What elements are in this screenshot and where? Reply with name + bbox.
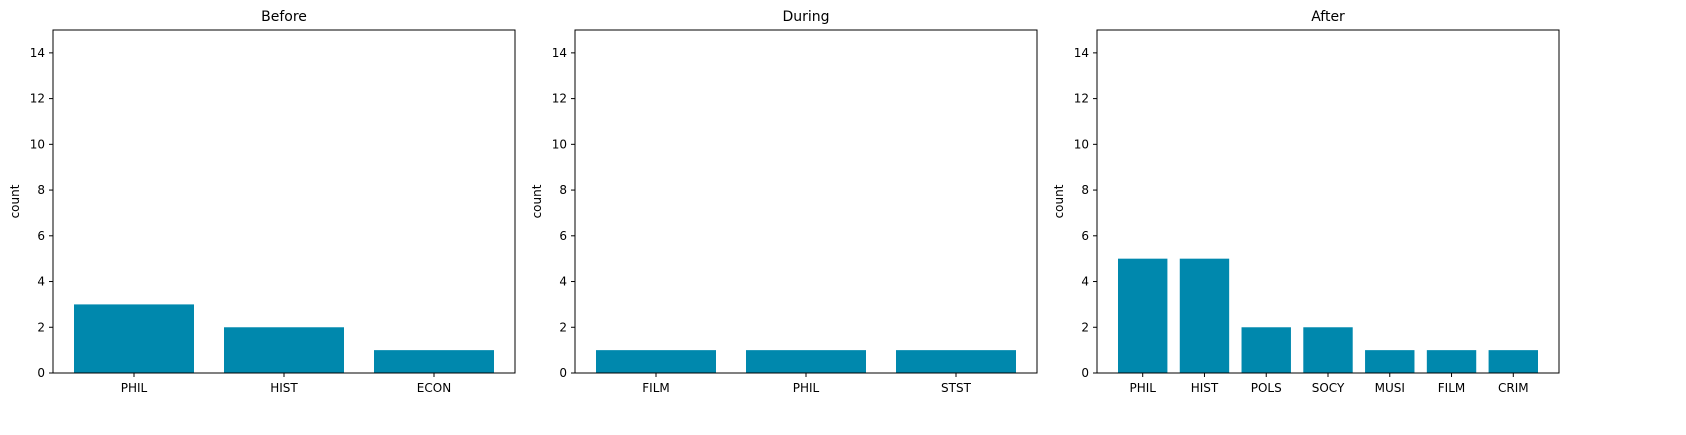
bar-phil <box>746 350 866 373</box>
y-tick-label: 10 <box>1074 137 1089 151</box>
chart-title: After <box>1311 9 1345 25</box>
bar-crim <box>1488 350 1538 373</box>
y-tick-label: 8 <box>37 183 45 197</box>
bar-hist <box>224 327 344 373</box>
y-tick-label: 14 <box>30 46 45 60</box>
bar-hist <box>1179 258 1230 373</box>
y-tick-label: 0 <box>559 366 567 380</box>
bar-film <box>596 350 716 373</box>
bar-film <box>1426 350 1477 373</box>
y-tick-label: 14 <box>552 46 567 60</box>
y-tick-label: 12 <box>30 92 45 106</box>
y-tick-label: 4 <box>559 275 567 289</box>
y-axis-label: count <box>1052 184 1066 218</box>
bar-econ <box>374 350 494 373</box>
bar-musi <box>1365 350 1415 373</box>
x-tick-label: FILM <box>1438 381 1465 395</box>
x-tick-label: HIST <box>1191 381 1219 395</box>
x-tick-label: MUSI <box>1375 381 1405 395</box>
y-tick-label: 0 <box>1081 366 1089 380</box>
y-tick-label: 8 <box>1081 183 1089 197</box>
y-tick-label: 4 <box>1081 275 1089 289</box>
x-tick-label: HIST <box>270 381 298 395</box>
y-tick-label: 4 <box>37 275 45 289</box>
bar-pols <box>1241 327 1291 373</box>
y-tick-label: 2 <box>559 320 567 334</box>
x-tick-label: PHIL <box>121 381 148 395</box>
y-tick-label: 0 <box>37 366 45 380</box>
x-tick-label: POLS <box>1251 381 1282 395</box>
y-tick-label: 6 <box>559 229 567 243</box>
bar-phil <box>74 304 194 373</box>
y-tick-label: 6 <box>37 229 45 243</box>
bar-phil <box>1118 258 1168 373</box>
y-tick-label: 12 <box>1074 92 1089 106</box>
y-tick-label: 8 <box>559 183 567 197</box>
y-tick-label: 2 <box>1081 320 1089 334</box>
y-tick-label: 6 <box>1081 229 1089 243</box>
bar-stst <box>896 350 1016 373</box>
y-tick-label: 10 <box>552 137 567 151</box>
bar-socy <box>1303 327 1353 373</box>
x-tick-label: CRIM <box>1498 381 1529 395</box>
y-axis-label: count <box>8 184 22 218</box>
x-tick-label: PHIL <box>793 381 820 395</box>
y-tick-label: 12 <box>552 92 567 106</box>
x-tick-label: STST <box>941 381 972 395</box>
y-tick-label: 2 <box>37 320 45 334</box>
y-tick-label: 14 <box>1074 46 1089 60</box>
x-tick-label: FILM <box>642 381 669 395</box>
chart-panel-3: 0 2 4 6 8 10 12 14 PHIL HIST POLS SOCY MUSI FILM CRIM A… <box>1052 9 1560 395</box>
chart-title: During <box>782 9 829 25</box>
chart-panel-2: 0 2 4 6 8 10 12 14 FILM PHIL STST During count <box>530 9 1038 395</box>
chart-panel-1: 0 2 4 6 8 10 12 14 PHIL HIST ECON Before count <box>8 9 516 395</box>
y-tick-label: 10 <box>30 137 45 151</box>
x-tick-label: ECON <box>417 381 451 395</box>
x-tick-label: PHIL <box>1129 381 1156 395</box>
chart-title: Before <box>261 9 307 25</box>
y-axis-label: count <box>530 184 544 218</box>
x-tick-label: SOCY <box>1312 381 1345 395</box>
plot-frame <box>574 29 1038 374</box>
